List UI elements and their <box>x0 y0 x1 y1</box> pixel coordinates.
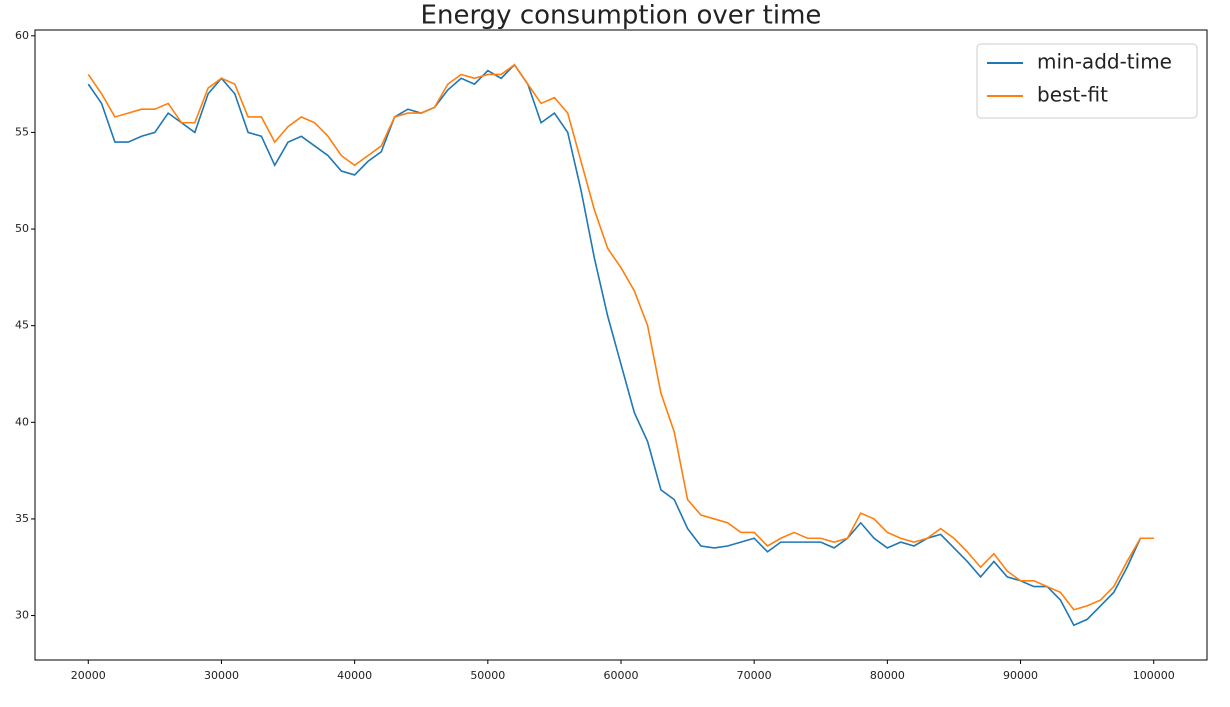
y-tick-label: 30 <box>15 609 29 622</box>
chart-title: Energy consumption over time <box>421 1 822 31</box>
y-tick-label: 55 <box>15 125 29 138</box>
plot-frame <box>34 29 1208 661</box>
x-tick-label: 50000 <box>470 669 505 682</box>
x-tick-label: 40000 <box>337 669 372 682</box>
y-tick-label: 60 <box>15 29 29 42</box>
series-line <box>87 63 1154 627</box>
x-tick-label: 70000 <box>737 669 772 682</box>
y-tick-label: 50 <box>15 222 29 235</box>
series-line <box>87 63 1154 611</box>
legend-label: min-add-time <box>1037 50 1172 74</box>
legend-label: best-fit <box>1037 83 1108 107</box>
x-tick-label: 20000 <box>71 669 106 682</box>
x-tick-label: 100000 <box>1133 669 1175 682</box>
y-tick-label: 45 <box>15 319 29 332</box>
x-tick-label: 90000 <box>1003 669 1038 682</box>
y-tick-label: 40 <box>15 415 29 428</box>
legend-box <box>976 43 1198 119</box>
x-tick-label: 80000 <box>870 669 905 682</box>
x-tick-label: 30000 <box>204 669 239 682</box>
y-tick-label: 35 <box>15 512 29 525</box>
x-tick-label: 60000 <box>604 669 639 682</box>
